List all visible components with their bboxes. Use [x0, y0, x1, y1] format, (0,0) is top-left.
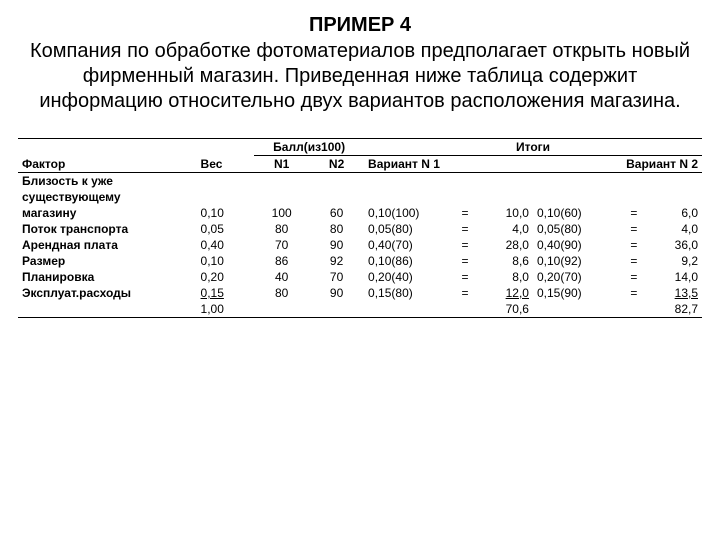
weight-cell: 0,10 — [197, 253, 255, 269]
equals-sign: = — [455, 221, 476, 237]
v2-expression: 0,10(92) — [533, 253, 624, 269]
header-n2: N2 — [309, 156, 364, 173]
score-n1: 86 — [254, 253, 309, 269]
v1-result: 8,6 — [475, 253, 533, 269]
equals-sign: = — [455, 253, 476, 269]
v1-expression: 0,10(100) — [364, 205, 455, 221]
weight-cell: 0,15 — [197, 285, 255, 301]
score-n1: 100 — [254, 205, 309, 221]
header-factor: Фактор — [18, 156, 197, 173]
v2-result: 13,5 — [644, 285, 702, 301]
v2-expression: 0,20(70) — [533, 269, 624, 285]
v1-result: 12,0 — [475, 285, 533, 301]
header-weight: Вес — [197, 156, 255, 173]
weight-cell: 0,10 — [197, 205, 255, 221]
factor-label: существующему — [18, 189, 197, 205]
total-v1: 70,6 — [475, 301, 533, 318]
header-totals-group: Итоги — [364, 139, 702, 156]
factor-label: Арендная плата — [18, 237, 197, 253]
equals-sign: = — [624, 253, 645, 269]
v2-expression: 0,40(90) — [533, 237, 624, 253]
weight-cell: 0,40 — [197, 237, 255, 253]
equals-sign: = — [624, 237, 645, 253]
equals-sign: = — [624, 205, 645, 221]
factor-label: Близость к уже — [18, 173, 197, 190]
v1-result: 8,0 — [475, 269, 533, 285]
equals-sign: = — [624, 285, 645, 301]
v2-result: 4,0 — [644, 221, 702, 237]
comparison-table: Балл(из100) Итоги Фактор Вес N1 N2 Вариа… — [18, 138, 702, 318]
score-n2: 70 — [309, 269, 364, 285]
factor-label: Размер — [18, 253, 197, 269]
header-variant2: Вариант N 2 — [533, 156, 702, 173]
score-n2: 90 — [309, 285, 364, 301]
equals-sign: = — [455, 237, 476, 253]
equals-sign: = — [624, 269, 645, 285]
score-n2: 80 — [309, 221, 364, 237]
example-title: ПРИМЕР 4 — [18, 14, 702, 37]
v1-result: 4,0 — [475, 221, 533, 237]
v2-result: 9,2 — [644, 253, 702, 269]
equals-sign: = — [455, 285, 476, 301]
total-weight: 1,00 — [197, 301, 255, 318]
v1-result: 28,0 — [475, 237, 533, 253]
v1-expression: 0,05(80) — [364, 221, 455, 237]
weight-cell: 0,05 — [197, 221, 255, 237]
equals-sign: = — [455, 269, 476, 285]
v2-expression: 0,05(80) — [533, 221, 624, 237]
v1-expression: 0,15(80) — [364, 285, 455, 301]
v1-expression: 0,40(70) — [364, 237, 455, 253]
score-n1: 70 — [254, 237, 309, 253]
factor-label: Планировка — [18, 269, 197, 285]
intro-paragraph: Компания по обработке фотоматериалов пре… — [28, 39, 692, 114]
total-v2: 82,7 — [644, 301, 702, 318]
factor-label: Эксплуат.расходы — [18, 285, 197, 301]
score-n1: 40 — [254, 269, 309, 285]
weight-cell: 0,20 — [197, 269, 255, 285]
score-n1: 80 — [254, 285, 309, 301]
score-n2: 60 — [309, 205, 364, 221]
v2-result: 6,0 — [644, 205, 702, 221]
factor-label: Поток транспорта — [18, 221, 197, 237]
score-n2: 92 — [309, 253, 364, 269]
header-n1: N1 — [254, 156, 309, 173]
score-n2: 90 — [309, 237, 364, 253]
v2-expression: 0,10(60) — [533, 205, 624, 221]
v2-result: 14,0 — [644, 269, 702, 285]
v1-expression: 0,20(40) — [364, 269, 455, 285]
score-n1: 80 — [254, 221, 309, 237]
v2-result: 36,0 — [644, 237, 702, 253]
equals-sign: = — [624, 221, 645, 237]
v1-result: 10,0 — [475, 205, 533, 221]
equals-sign: = — [455, 205, 476, 221]
v2-expression: 0,15(90) — [533, 285, 624, 301]
factor-label: магазину — [18, 205, 197, 221]
header-variant1: Вариант N 1 — [364, 156, 533, 173]
v1-expression: 0,10(86) — [364, 253, 455, 269]
header-score-group: Балл(из100) — [254, 139, 364, 156]
